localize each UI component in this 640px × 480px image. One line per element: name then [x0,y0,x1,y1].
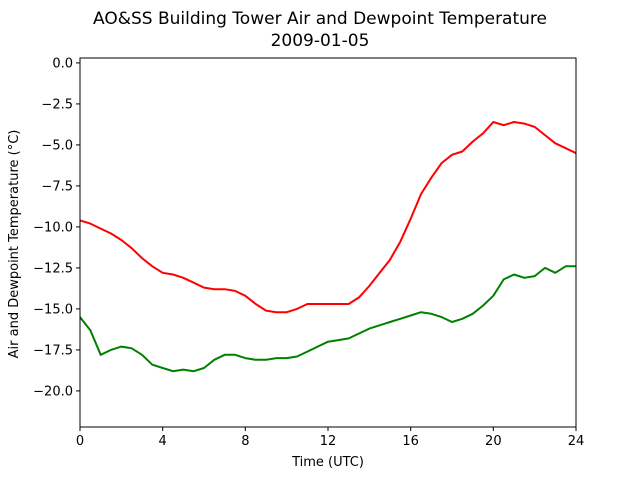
y-tick-label: −20.0 [33,384,73,399]
x-tick-label: 4 [159,434,167,449]
x-tick-label: 20 [485,434,502,449]
y-tick-label: −12.5 [33,261,73,276]
y-tick-label: −2.5 [41,97,73,112]
y-tick-label: −10.0 [33,220,73,235]
series-line-2 [79,265,576,373]
series-line-1 [79,121,577,314]
y-tick-label: −15.0 [33,302,73,317]
x-tick-label: 12 [320,434,337,449]
y-axis: 0.0 −2.5 −5.0 −7.5 −10.0 −12.5 −15.0 −17.5 −20.0 [33,56,80,399]
chart-title: AO&SS Building Tower Air and Dewpoint Te… [93,9,547,29]
x-tick-label: 8 [241,434,249,449]
plot-frame [79,57,577,428]
y-tick-label: −17.5 [33,343,73,358]
x-tick-label: 16 [402,434,419,449]
x-tick-label: 0 [76,434,84,449]
y-tick-label: −7.5 [41,179,73,194]
x-tick-label: 24 [568,434,585,449]
y-tick-label: −5.0 [41,138,73,153]
x-axis-label: Time (UTC) [291,455,364,470]
y-tick-label: 0.0 [52,56,73,71]
plot-series-group [79,121,577,373]
y-axis-label: Air and Dewpoint Temperature (°C) [7,130,22,359]
chart-subtitle: 2009-01-05 [271,31,370,51]
x-axis: 0 4 8 12 16 20 24 [76,427,584,449]
